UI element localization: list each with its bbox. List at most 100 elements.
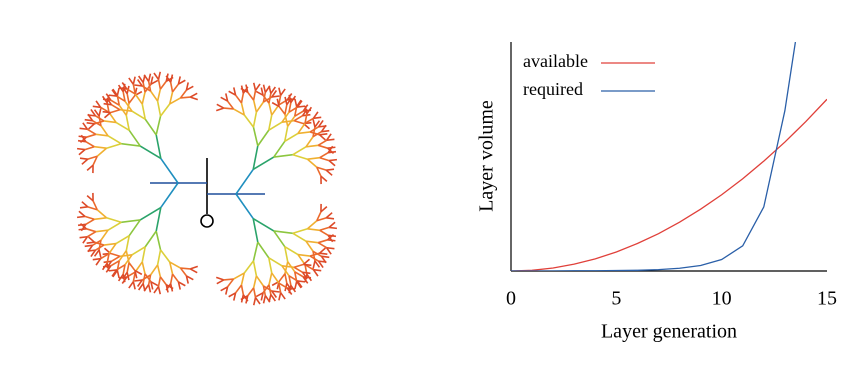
tree-branch [281, 265, 290, 277]
tree-branch [260, 292, 264, 301]
tree-branch [159, 276, 167, 286]
tree-branch [149, 264, 159, 276]
tree-branch [93, 109, 100, 117]
tree-branch [286, 97, 293, 106]
tree-branch [223, 107, 234, 110]
tree-branch [328, 221, 336, 229]
tree-branch [284, 273, 288, 284]
x-tick-label: 5 [611, 288, 621, 310]
tree-branch [86, 133, 97, 138]
tree-branch [304, 117, 314, 125]
tree-branch [220, 96, 228, 102]
tree-branch [325, 133, 332, 141]
tree-branch [84, 215, 95, 221]
tree-branch [292, 228, 308, 235]
tree-branch [304, 105, 308, 114]
tree-branch [122, 274, 126, 283]
tree-branch [85, 218, 95, 226]
legend-label: required [523, 79, 583, 99]
tree-branch [92, 155, 98, 166]
tree-branch [131, 110, 146, 120]
tree-branch [292, 153, 308, 160]
tree-branch [106, 253, 110, 264]
tree-branch [252, 287, 257, 298]
tree-branch [186, 85, 194, 91]
tree-branch [284, 245, 299, 256]
tree-branch [277, 282, 282, 293]
fractal-tree [76, 71, 338, 306]
tree-branch [313, 116, 322, 120]
tree-branch [98, 240, 102, 251]
tree-branch [165, 284, 169, 293]
tree-branch [312, 111, 319, 119]
tree-branch [76, 147, 85, 151]
tree-branch [132, 76, 136, 85]
tree-branch [189, 92, 198, 98]
tree-branch [321, 255, 330, 259]
tree-branch [78, 210, 86, 218]
tree-branch [79, 235, 88, 239]
tree-branch [327, 145, 334, 154]
tree-branch [245, 84, 249, 93]
tree-branch [125, 235, 130, 251]
tree-branch [108, 111, 117, 123]
tree-branch [103, 102, 112, 106]
tree-branch [288, 275, 292, 286]
tree-branch [147, 81, 152, 92]
tree-branch [273, 153, 293, 158]
tree-branch [159, 80, 167, 90]
tree-branch [297, 105, 306, 108]
tree-branch [252, 145, 259, 170]
tree-branch [106, 217, 122, 224]
tree-branch [234, 284, 243, 294]
tree-branch [270, 86, 277, 94]
tree-branch [94, 216, 107, 221]
tree-branch [132, 84, 137, 95]
tree-branch [255, 101, 265, 113]
tree-branch [141, 85, 151, 92]
tree-branch [271, 95, 280, 98]
tree-branch [252, 297, 257, 306]
tree-branch [240, 87, 249, 93]
x-tick-label: 0 [506, 288, 516, 310]
tree-branch [121, 219, 141, 224]
tree-branch [228, 90, 236, 96]
tree-branch [216, 103, 225, 109]
tree-branch [293, 119, 304, 125]
tree-branch [292, 232, 307, 242]
tree-branch [235, 193, 254, 220]
tree-branch [102, 110, 111, 114]
tree-branch [325, 169, 333, 176]
tree-branch [87, 244, 94, 253]
tree-branch [139, 206, 162, 221]
tree-branch [98, 249, 102, 258]
tree-branch [307, 158, 318, 168]
tree-branch [318, 260, 327, 263]
tree-branch [87, 123, 95, 130]
tree-branch [79, 136, 87, 143]
tree-branch [116, 260, 121, 271]
tree-branch [141, 103, 146, 120]
tree-branch [284, 246, 289, 262]
tree-branch [278, 87, 282, 96]
tree-branch [110, 255, 121, 263]
tree-branch [240, 272, 246, 286]
tree-branch [95, 133, 109, 137]
tree-branch [160, 182, 179, 209]
tree-branch [125, 115, 130, 131]
tree-branch [79, 157, 88, 160]
series-line [511, 98, 827, 271]
tree-branch [79, 127, 88, 131]
tree-branch [271, 104, 280, 116]
tree-branch [255, 292, 264, 298]
tree-branch [233, 272, 245, 280]
tree-branch [252, 82, 257, 91]
tree-branch [257, 241, 270, 259]
tree-branch [131, 246, 146, 256]
tree-branch [295, 280, 302, 289]
tree-branch [297, 254, 306, 266]
tree-branch [111, 269, 118, 277]
tree-branch [134, 261, 143, 273]
tree-branch [107, 135, 122, 145]
tree-branch [232, 292, 237, 301]
